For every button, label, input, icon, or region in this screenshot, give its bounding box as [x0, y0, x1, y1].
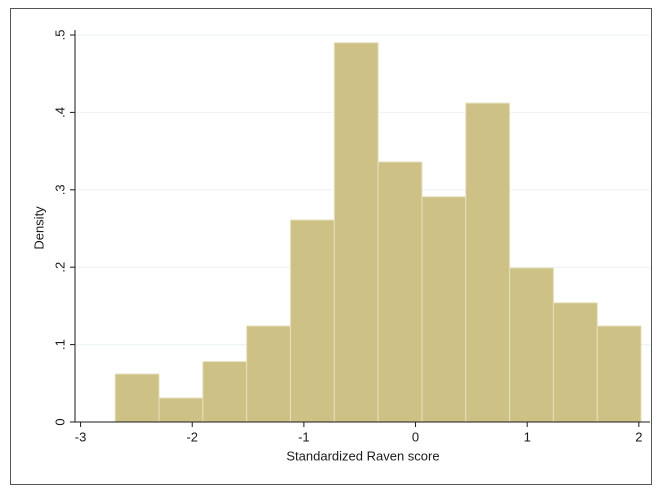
x-tick-label: 0 [412, 429, 419, 444]
y-tick-label: 0 [52, 418, 67, 425]
y-tick-label: .3 [52, 184, 67, 195]
x-axis-label: Standardized Raven score [286, 448, 439, 463]
bar [333, 42, 379, 423]
bar [202, 361, 248, 423]
x-tick-label: -3 [75, 429, 87, 444]
bar [465, 102, 511, 423]
y-tick-label: .1 [52, 339, 67, 350]
bar [114, 373, 160, 423]
x-tick-label: 1 [524, 429, 531, 444]
bar [596, 325, 642, 423]
bar [158, 397, 204, 423]
x-tick-label: -2 [186, 429, 198, 444]
y-tick-label: .2 [52, 262, 67, 273]
y-tick-label: .4 [52, 107, 67, 118]
bar [246, 325, 291, 423]
x-tick-label: 2 [635, 429, 642, 444]
y-axis-label: Density [31, 206, 46, 250]
bar [552, 302, 598, 423]
bar [377, 161, 423, 423]
bar [289, 219, 335, 423]
bar [509, 267, 554, 423]
bar [421, 196, 467, 423]
y-tick-label: .5 [52, 30, 67, 41]
x-tick-label: -1 [298, 429, 310, 444]
